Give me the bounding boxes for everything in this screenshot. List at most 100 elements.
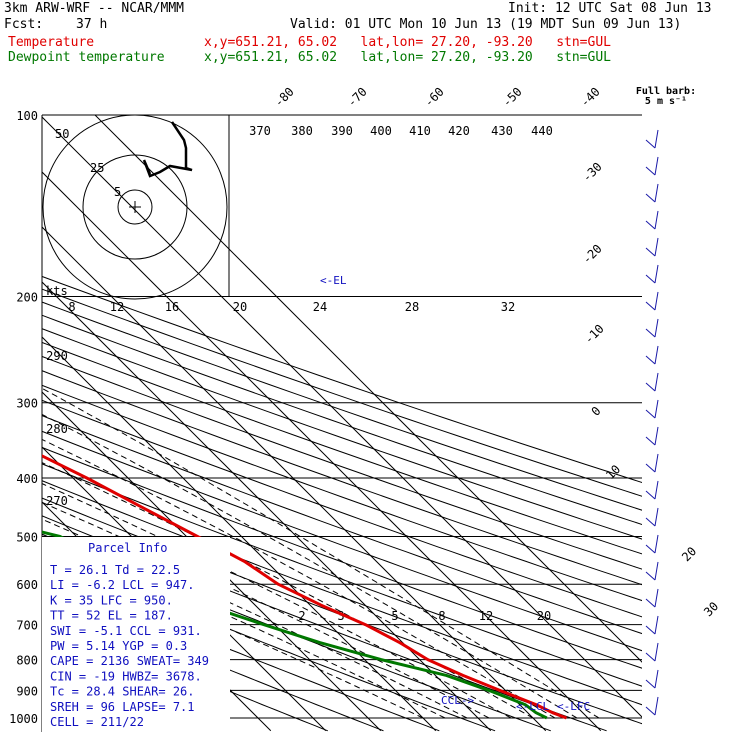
dry-adiabat-340 [42,446,642,669]
dewpoint-legend: Dewpoint temperature [8,50,165,65]
dry-adiabat-330 [42,463,642,687]
temperature-location: x,y=651.21, 65.02 lat,lon= 27.20, -93.20… [204,35,611,50]
parcel-info-row: Tc = 28.4 SHEAR= 26. [50,685,195,699]
hodograph-trace [142,121,193,178]
wind-barb-flag [645,409,656,419]
theta-label-400: 400 [370,124,392,138]
moist-adiabat-24 [42,438,556,719]
mixing-label-low-8: 8 [438,609,445,623]
wind-barb [654,507,659,527]
temperature-legend: Temperature [8,35,95,50]
barb-legend-unit: 5 m s⁻¹ [645,96,687,107]
theta-label-380: 380 [291,124,313,138]
valid-time: Valid: 01 UTC Mon 10 Jun 13 (19 MDT Sun … [290,17,682,32]
wind-barb-flag [645,598,656,608]
mixing-label-28: 28 [405,300,419,314]
wind-barb-flag [645,382,656,392]
dry-adiabat-430 [42,314,642,525]
dry-adiabat-350 [42,430,642,652]
wind-barb [654,291,659,311]
dewpoint-location: x,y=651.21, 65.02 lat,lon= 27.20, -93.20… [204,50,611,65]
hodograph-ring-50 [42,114,228,300]
wind-barb [654,129,659,149]
dry-adiabat-400 [42,355,642,570]
dry-adiabat-310 [42,497,642,725]
pressure-label-100: 100 [16,109,38,123]
lcl-marker: <-LCL [516,700,549,713]
wind-barb [654,480,659,500]
pressure-label-600: 600 [16,578,38,592]
moist-adiabat-28 [42,413,578,719]
wind-barb [654,669,659,689]
wind-barb-flag [645,274,656,284]
pressure-label-200: 200 [16,291,38,305]
parcel-info-row: PW = 5.14 YGP = 0.3 [50,639,187,653]
wind-barb [654,615,659,635]
parcel-info-row: CAPE = 2136 SWEAT= 349 [50,654,209,668]
el-marker: <-EL [320,274,347,287]
mixing-label-32: 32 [501,300,515,314]
parcel-info-row: T = 26.1 Td = 22.5 [50,563,180,577]
mixing-label-24: 24 [313,300,327,314]
wind-barb [654,426,659,446]
lfc-marker: <-LFC [557,700,590,713]
dry-adiabat-450 [42,288,642,497]
wind-barb-flag [645,193,656,203]
dry-adiabat-370 [42,399,642,618]
wind-barb [654,237,659,257]
mixing-label-low-2: 2 [298,609,305,623]
isotherm-label--20: -20 [580,242,605,267]
hodograph-ring-25 [82,154,188,260]
theta-label-370: 370 [249,124,271,138]
parcel-info-row: LI = -6.2 LCL = 947. [50,578,195,592]
isotherm-label-10: 10 [603,462,623,482]
theta-label-390: 390 [331,124,353,138]
theta-label-left-280: 280 [46,422,68,436]
pressure-label-300: 300 [16,397,38,411]
wind-barb-flag [645,544,656,554]
mixing-label-low-3: 3 [337,609,344,623]
parcel-info-row: CIN = -19 HWBZ= 3678. [50,669,202,683]
dry-adiabat-360 [42,415,642,635]
hodograph-ring-label-50: 50 [55,127,69,141]
wind-barb [654,345,659,365]
wind-barb-flag [645,355,656,365]
dry-adiabat-460 [42,275,642,484]
moist-adiabat-8 [42,518,468,719]
mixing-label-low-12: 12 [479,609,493,623]
wind-barb-flag [645,220,656,230]
moist-adiabat-32 [42,387,600,719]
parcel-info-title: Parcel Info [88,541,167,555]
ccl-marker: CCL-> [441,694,474,707]
theta-label-440: 440 [531,124,553,138]
wind-barb [654,642,659,662]
theta-label-410: 410 [409,124,431,138]
forecast-label: Fcst: [4,17,44,32]
wind-barb [654,696,659,716]
mixing-label-8: 8 [68,300,75,314]
wind-barb [654,372,659,392]
mixing-label-16: 16 [165,300,179,314]
isotherm-label--60: -60 [422,85,447,110]
mixing-label-20: 20 [233,300,247,314]
wind-barb [654,399,659,419]
sounding-profiles [42,454,568,720]
isotherm-20 [42,226,547,732]
isotherm-label--80: -80 [272,85,297,110]
pressure-label-800: 800 [16,654,38,668]
parcel-info-row: SREH = 96 LAPSE= 7.1 [50,700,195,714]
level-annotations: <-EL CCL-> <-LCL <-LFC [320,274,590,713]
hodograph-ring-5 [117,189,153,225]
wind-barb [654,183,659,203]
moist-adiabat-4 [42,533,446,719]
moist-adiabat-12 [42,501,490,719]
isotherm-label-0: 0 [589,404,604,419]
wind-barb-flag [645,706,656,716]
isotherm-10 [42,281,492,732]
dewpoint-profile [42,530,548,720]
forecast-hour: 37 h [76,17,108,32]
barb-legend-title: Full barb: [636,86,696,97]
temperature-profile [42,454,568,720]
isotherm-40 [42,116,642,718]
dry-adiabat-380 [42,384,642,602]
